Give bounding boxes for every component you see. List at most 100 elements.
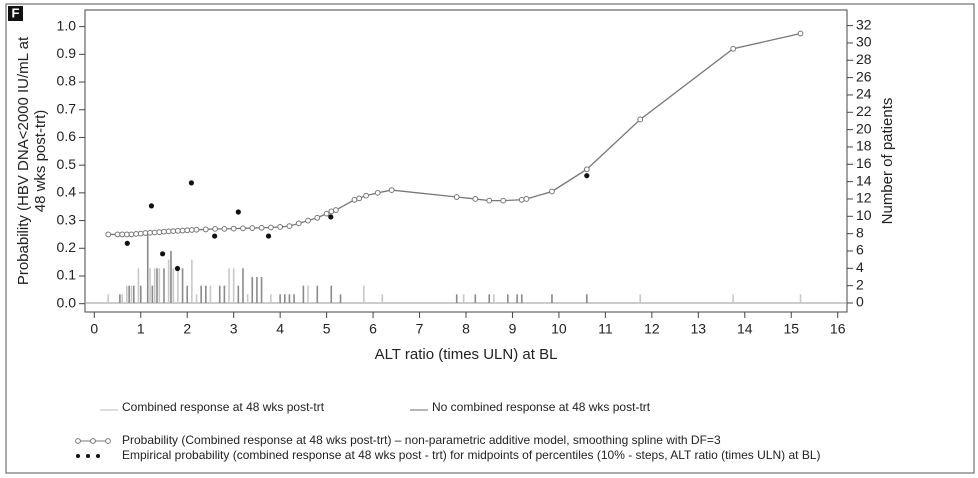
y-tick-label: 0.7 xyxy=(57,100,77,116)
spline-marker xyxy=(128,231,135,238)
plot-frame xyxy=(84,9,848,313)
legend-label: Probability (Combined response at 48 wks… xyxy=(122,433,721,447)
x-axis-title: ALT ratio (times ULN) at BL xyxy=(375,346,558,363)
y2-tick-label: 0 xyxy=(856,294,864,310)
spline-marker xyxy=(119,231,126,238)
spline-marker xyxy=(156,229,163,236)
spline-marker xyxy=(351,196,358,203)
spline-marker xyxy=(797,30,804,37)
y2-tick-label: 10 xyxy=(856,207,872,223)
y-tick-label: 0.2 xyxy=(57,239,77,255)
y-tick-label: 0.1 xyxy=(57,267,77,283)
spline-marker xyxy=(363,192,370,199)
spline-marker xyxy=(137,230,144,237)
x-tick-label: 6 xyxy=(369,321,377,337)
legend-swatch xyxy=(96,454,100,458)
spline-marker xyxy=(328,208,335,215)
spline-marker xyxy=(147,229,153,236)
x-tick-label: 3 xyxy=(230,321,238,337)
y2-tick-label: 28 xyxy=(856,51,872,67)
legend-swatch xyxy=(105,438,111,444)
legend-swatch xyxy=(90,438,96,444)
y2-tick-label: 26 xyxy=(856,68,872,84)
spline-marker xyxy=(286,223,293,230)
spline-marker xyxy=(230,225,237,232)
y-tick-label: 1.0 xyxy=(57,17,77,33)
spline-marker xyxy=(151,229,158,236)
spline-line xyxy=(108,32,801,236)
spline-marker xyxy=(165,228,172,235)
spline-marker xyxy=(472,196,479,202)
empirical-point xyxy=(212,233,218,239)
spline-marker xyxy=(142,230,149,236)
y-tick-label: 0.9 xyxy=(57,45,77,61)
y-tick-label: 0.5 xyxy=(57,156,77,172)
empirical-point xyxy=(584,173,590,179)
spline-marker xyxy=(500,197,507,204)
spline-marker xyxy=(221,225,228,232)
spline-marker xyxy=(374,189,381,196)
y-tick-label: 0.4 xyxy=(57,184,77,200)
frame xyxy=(5,3,975,474)
spline-marker xyxy=(212,225,218,232)
y2-tick-label: 4 xyxy=(856,259,864,275)
spline-marker xyxy=(161,228,167,235)
legend-swatch xyxy=(75,438,81,444)
spline-marker xyxy=(123,231,130,238)
y-tick-label: 0.8 xyxy=(57,73,77,89)
spline-marker xyxy=(730,45,737,52)
y2-tick-label: 14 xyxy=(856,172,872,188)
x-tick-label: 11 xyxy=(598,321,613,337)
spline-marker xyxy=(277,224,284,230)
empirical-point xyxy=(235,209,241,215)
empirical-point xyxy=(159,251,166,257)
spline-marker xyxy=(486,197,493,204)
y2-tick-label: 30 xyxy=(856,34,872,50)
y2-axis-title: Number of patients xyxy=(879,98,896,225)
empirical-point xyxy=(174,265,181,272)
y-tick-label: 0.0 xyxy=(57,294,77,310)
spline-marker xyxy=(249,225,256,231)
legend-swatch xyxy=(76,454,80,458)
spline-marker xyxy=(333,207,339,213)
empirical-point xyxy=(265,233,272,239)
spline-marker xyxy=(240,225,246,232)
x-tick-label: 0 xyxy=(90,321,98,337)
y2-tick-label: 22 xyxy=(856,103,872,119)
x-tick-label: 16 xyxy=(830,321,846,337)
empirical-point xyxy=(188,180,195,186)
y2-tick-label: 12 xyxy=(856,190,872,206)
y2-tick-label: 8 xyxy=(856,224,864,240)
y2-tick-label: 6 xyxy=(856,242,864,258)
panel-label-box xyxy=(8,6,23,21)
spline-marker xyxy=(184,227,191,234)
y-axis-title: 48 wks post-trt) xyxy=(32,110,49,213)
spline-marker xyxy=(518,196,525,203)
y2-tick-label: 20 xyxy=(856,120,872,136)
spline-marker xyxy=(323,210,330,217)
x-tick-label: 13 xyxy=(691,321,707,337)
spline-marker xyxy=(583,166,590,173)
y-tick-label: 0.6 xyxy=(57,128,77,144)
y2-tick-label: 32 xyxy=(856,16,872,32)
x-tick-label: 14 xyxy=(737,321,753,337)
spline-marker xyxy=(170,228,177,234)
legend-label: Combined response at 48 wks post-trt xyxy=(122,400,325,414)
spline-marker xyxy=(179,227,186,234)
y-tick-label: 0.3 xyxy=(57,211,77,227)
x-tick-label: 15 xyxy=(783,321,799,337)
x-tick-label: 1 xyxy=(137,321,145,337)
x-tick-label: 10 xyxy=(551,321,567,337)
legend-swatch xyxy=(86,454,90,458)
legend-label: No combined response at 48 wks post-trt xyxy=(432,400,651,414)
empirical-point xyxy=(148,203,155,209)
spline-marker xyxy=(114,231,121,238)
spline-marker xyxy=(105,231,112,238)
x-tick-label: 9 xyxy=(509,321,517,337)
spline-marker xyxy=(356,195,363,202)
spline-marker xyxy=(175,227,181,234)
spline-marker xyxy=(295,220,302,227)
spline-marker xyxy=(305,217,311,224)
spline-marker xyxy=(193,226,200,233)
x-tick-label: 2 xyxy=(183,321,191,337)
